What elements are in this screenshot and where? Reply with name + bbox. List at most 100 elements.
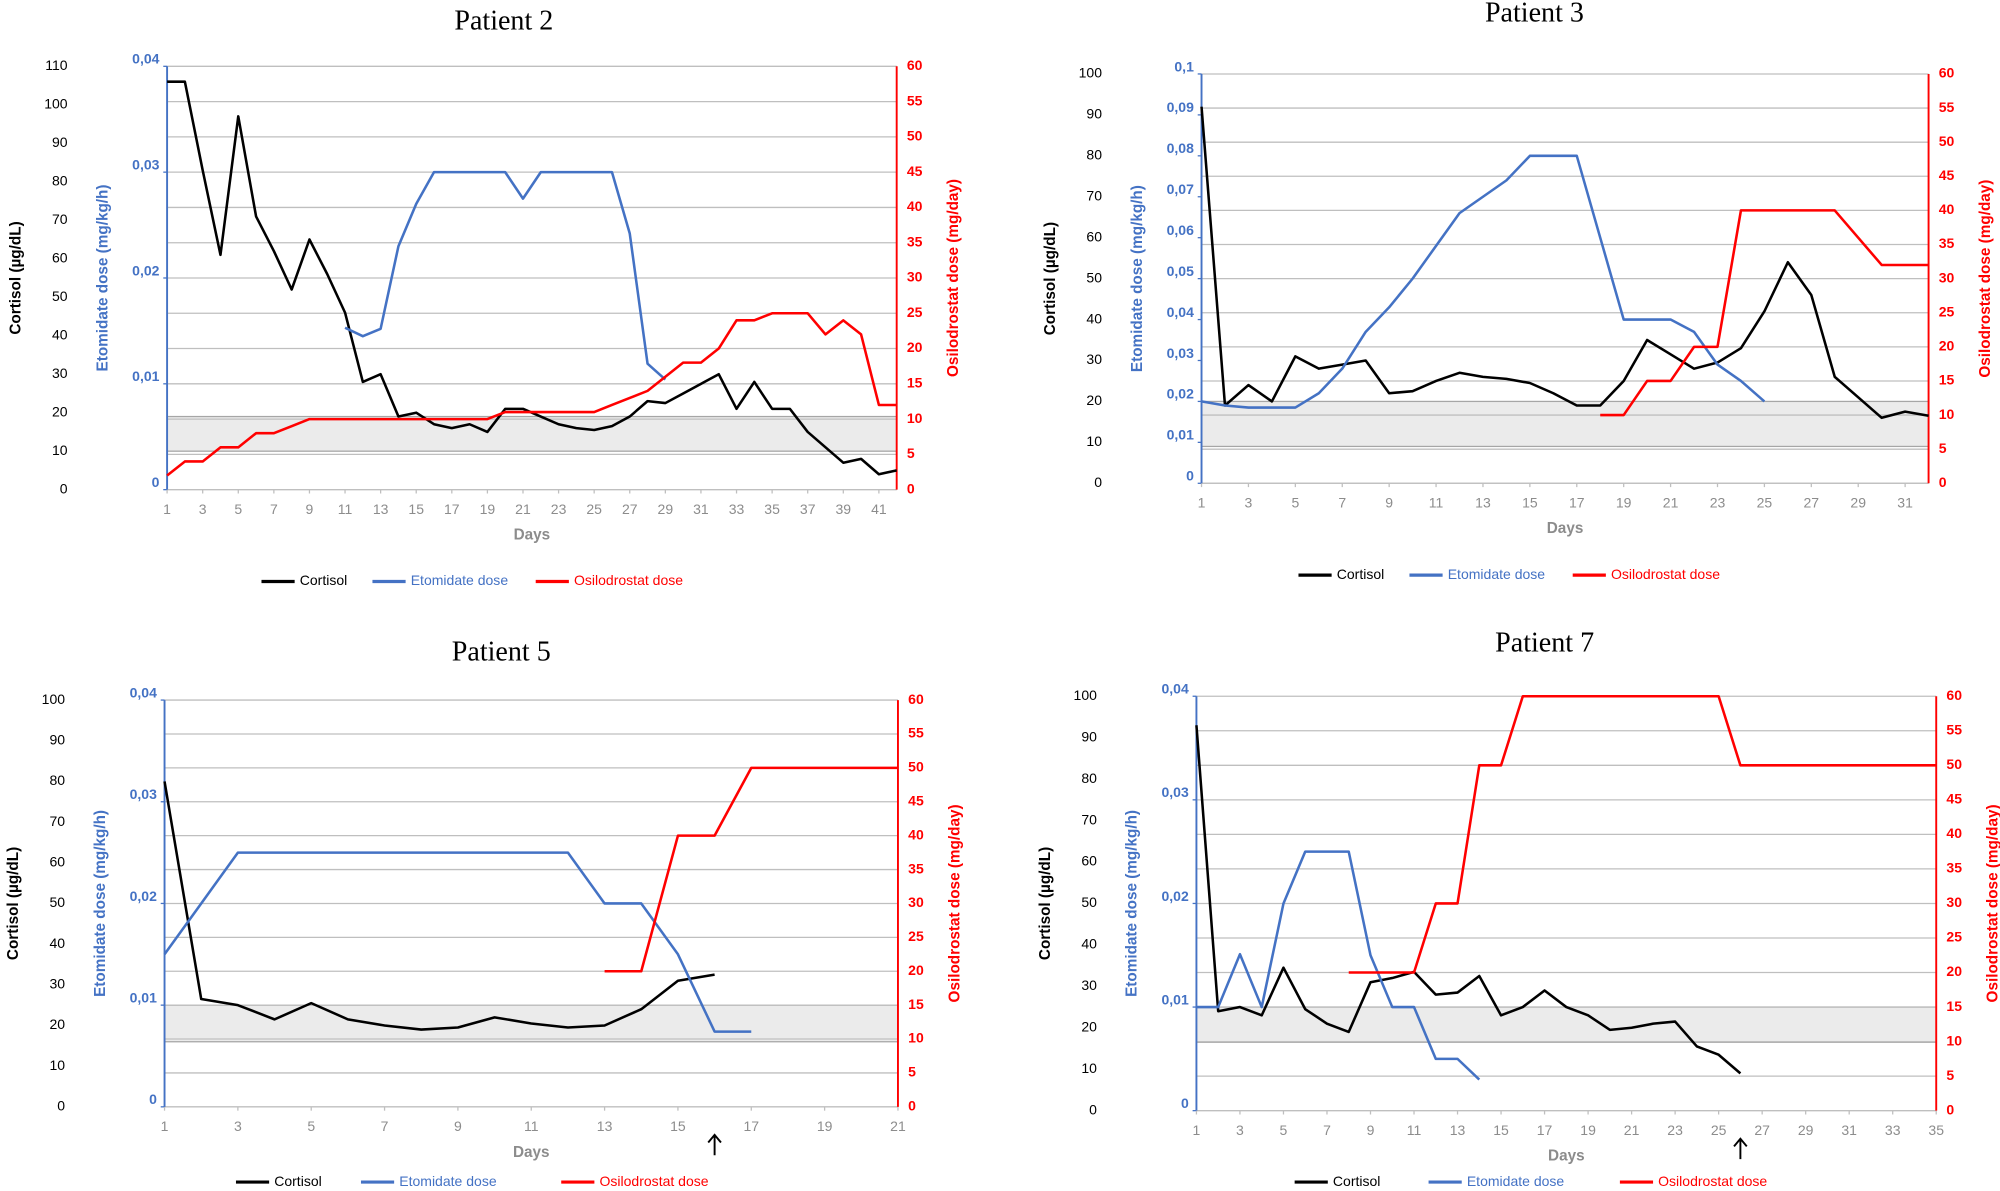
y3-tick-label: 30 (1946, 894, 1962, 910)
y3-tick-label: 0 (1939, 474, 1947, 490)
y-tick-label: 110 (45, 57, 68, 73)
x-tick-label: 23 (1710, 494, 1726, 510)
y2-tick-label: 0,04 (132, 51, 159, 67)
y2-tick-label: 0,07 (1167, 181, 1194, 197)
x-tick-label: 23 (551, 501, 567, 517)
y-tick-label: 50 (1086, 269, 1102, 285)
x-tick-label: 5 (234, 501, 242, 517)
legend-label: Etomidate dose (399, 1173, 497, 1189)
x-tick-label: 33 (729, 501, 745, 517)
x-tick-label: 31 (1841, 1122, 1857, 1138)
y-axis-title: Cortisol (µg/dL) (1037, 847, 1054, 960)
y-tick-label: 20 (1081, 1018, 1097, 1034)
legend-label: Osilodrostat dose (1611, 566, 1720, 582)
legend-label: Etomidate dose (1467, 1173, 1565, 1189)
y2-tick-label: 0,04 (1167, 304, 1194, 320)
legend-label: Cortisol (300, 572, 348, 588)
y2-tick-label: 0,1 (1174, 58, 1194, 74)
y3-tick-label: 10 (1946, 1032, 1962, 1048)
y3-tick-label: 20 (907, 339, 923, 355)
y3-tick-label: 50 (1946, 756, 1962, 772)
y-tick-label: 60 (49, 853, 65, 869)
series-line (1348, 694, 1937, 974)
y-tick-label: 0 (60, 480, 68, 496)
x-tick-label: 15 (408, 501, 424, 517)
chart-title: Patient 5 (452, 637, 551, 668)
y3-tick-label: 20 (1946, 963, 1962, 979)
x-tick-label: 9 (306, 501, 314, 517)
y-tick-label: 90 (49, 731, 65, 747)
y3-tick-label: 50 (907, 128, 923, 144)
normal-range-band (1200, 400, 1930, 448)
y-tick-label: 30 (1086, 351, 1102, 367)
y-tick-label: 80 (1086, 147, 1102, 163)
y3-tick-label: 35 (907, 233, 923, 249)
y3-tick-label: 55 (907, 92, 923, 108)
y-tick-label: 10 (52, 442, 68, 458)
x-tick-label: 17 (743, 1118, 759, 1134)
y-tick-label: 40 (49, 935, 65, 951)
x-tick-label: 3 (1236, 1122, 1244, 1138)
y2-tick-label: 0,01 (1167, 427, 1194, 443)
series-line (163, 851, 752, 1033)
y2-tick-label: 0,03 (1161, 784, 1188, 800)
x-tick-label: 33 (1885, 1122, 1901, 1138)
y-tick-label: 30 (52, 365, 68, 381)
y2-tick-label: 0 (1181, 1095, 1189, 1111)
y3-tick-label: 5 (908, 1064, 916, 1080)
y-tick-label: 80 (49, 772, 65, 788)
x-tick-label: 25 (586, 501, 602, 517)
y-tick-label: 10 (49, 1057, 65, 1073)
x-axis-title: Days (1547, 520, 1584, 537)
series-line (1200, 106, 1929, 420)
x-tick-label: 29 (658, 501, 674, 517)
y3-tick-label: 15 (1939, 372, 1955, 388)
legend-label: Osilodrostat dose (574, 572, 683, 588)
series-line (163, 781, 715, 1031)
y-tick-label: 20 (52, 403, 68, 419)
y-tick-label: 40 (52, 326, 68, 342)
y3-tick-label: 55 (1939, 99, 1955, 115)
y-tick-label: 10 (1086, 433, 1102, 449)
x-tick-label: 13 (597, 1118, 613, 1134)
x-tick-label: 11 (524, 1118, 539, 1134)
y3-tick-label: 15 (1946, 998, 1962, 1014)
y-tick-label: 60 (52, 249, 68, 265)
y3-tick-label: 40 (908, 826, 924, 842)
x-tick-label: 29 (1850, 494, 1866, 510)
y3-tick-label: 50 (1939, 133, 1955, 149)
y3-axis-title: Osilodrostat dose (mg/day) (1977, 180, 1994, 378)
y-tick-label: 80 (52, 172, 68, 188)
y-tick-label: 100 (42, 691, 66, 707)
x-tick-label: 21 (890, 1118, 906, 1134)
y-tick-label: 30 (49, 976, 65, 992)
x-tick-label: 27 (1804, 494, 1820, 510)
x-tick-label: 1 (1193, 1122, 1201, 1138)
chart-title: Patient 3 (1485, 0, 1584, 29)
normal-range-band (166, 415, 898, 452)
x-tick-label: 11 (1407, 1122, 1422, 1138)
y3-tick-label: 25 (1939, 303, 1955, 319)
y-tick-label: 0 (1094, 474, 1102, 490)
x-tick-label: 1 (1198, 494, 1206, 510)
y3-tick-label: 40 (1939, 201, 1955, 217)
y2-tick-label: 0,01 (130, 989, 157, 1005)
x-tick-label: 19 (1580, 1122, 1596, 1138)
y3-tick-label: 50 (908, 759, 924, 775)
y3-tick-label: 45 (907, 163, 923, 179)
y3-tick-label: 35 (908, 860, 924, 876)
series-line (166, 311, 897, 477)
x-tick-label: 29 (1798, 1122, 1814, 1138)
y-tick-label: 90 (1081, 728, 1097, 744)
y-tick-label: 70 (49, 813, 65, 829)
chart-title: Patient 7 (1495, 628, 1594, 659)
x-tick-label: 37 (800, 501, 816, 517)
x-tick-label: 3 (1245, 494, 1253, 510)
y-axis-title: Cortisol (µg/dL) (8, 221, 25, 334)
x-tick-label: 25 (1757, 494, 1773, 510)
x-tick-label: 21 (1663, 494, 1679, 510)
y-axis-title: Cortisol (µg/dL) (5, 847, 22, 960)
x-tick-label: 25 (1711, 1122, 1727, 1138)
normal-range-band (1195, 1006, 1937, 1043)
